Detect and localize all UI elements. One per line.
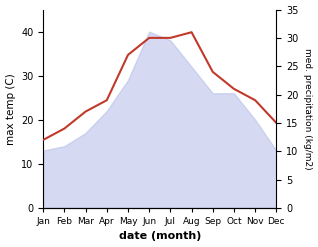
- Y-axis label: max temp (C): max temp (C): [5, 73, 16, 144]
- X-axis label: date (month): date (month): [119, 231, 201, 242]
- Y-axis label: med. precipitation (kg/m2): med. precipitation (kg/m2): [303, 48, 313, 169]
